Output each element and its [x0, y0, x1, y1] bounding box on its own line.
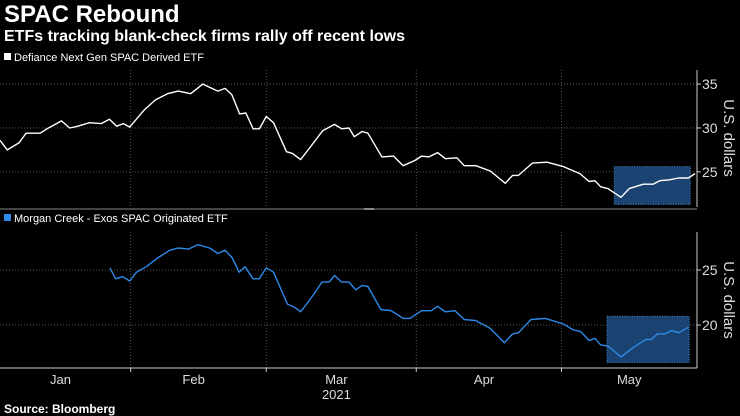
x-tick-label: May [617, 372, 642, 387]
y-axis-label: U.S. dollars [720, 261, 737, 339]
x-tick-label: Mar [325, 372, 348, 387]
source-note: Source: Bloomberg [4, 402, 116, 416]
x-tick-label: Apr [474, 372, 495, 387]
series-line [109, 243, 689, 358]
y-axis-label: U.S. dollars [720, 99, 737, 177]
legend-swatch [4, 53, 11, 60]
y-tick-label: 25 [702, 164, 718, 180]
y-tick-label: 30 [702, 120, 718, 136]
legend-label: Defiance Next Gen SPAC Derived ETF [14, 52, 204, 64]
panel-separator [0, 208, 697, 210]
y-tick-label: 35 [702, 76, 718, 92]
legend-swatch [4, 214, 11, 221]
x-tick-label: Feb [182, 372, 204, 387]
x-tick-label: Jan [50, 372, 71, 387]
panel-2: Morgan Creek - Exos SPAC Originated ETF 2… [0, 213, 737, 368]
panel-resize-handle [364, 208, 374, 210]
legend-label: Morgan Creek - Exos SPAC Originated ETF [14, 213, 228, 225]
chart-title: SPAC Rebound [4, 1, 180, 28]
panel-1: Defiance Next Gen SPAC Derived ETF 25 30 35… [0, 52, 737, 207]
highlight-box [613, 166, 691, 205]
y-tick-label: 20 [702, 317, 718, 333]
chart-subtitle: ETFs tracking blank-check firms rally of… [4, 28, 406, 45]
series-line [0, 83, 696, 199]
y-tick-label: 25 [702, 262, 718, 278]
x-axis-year-label: 2021 [322, 387, 351, 402]
